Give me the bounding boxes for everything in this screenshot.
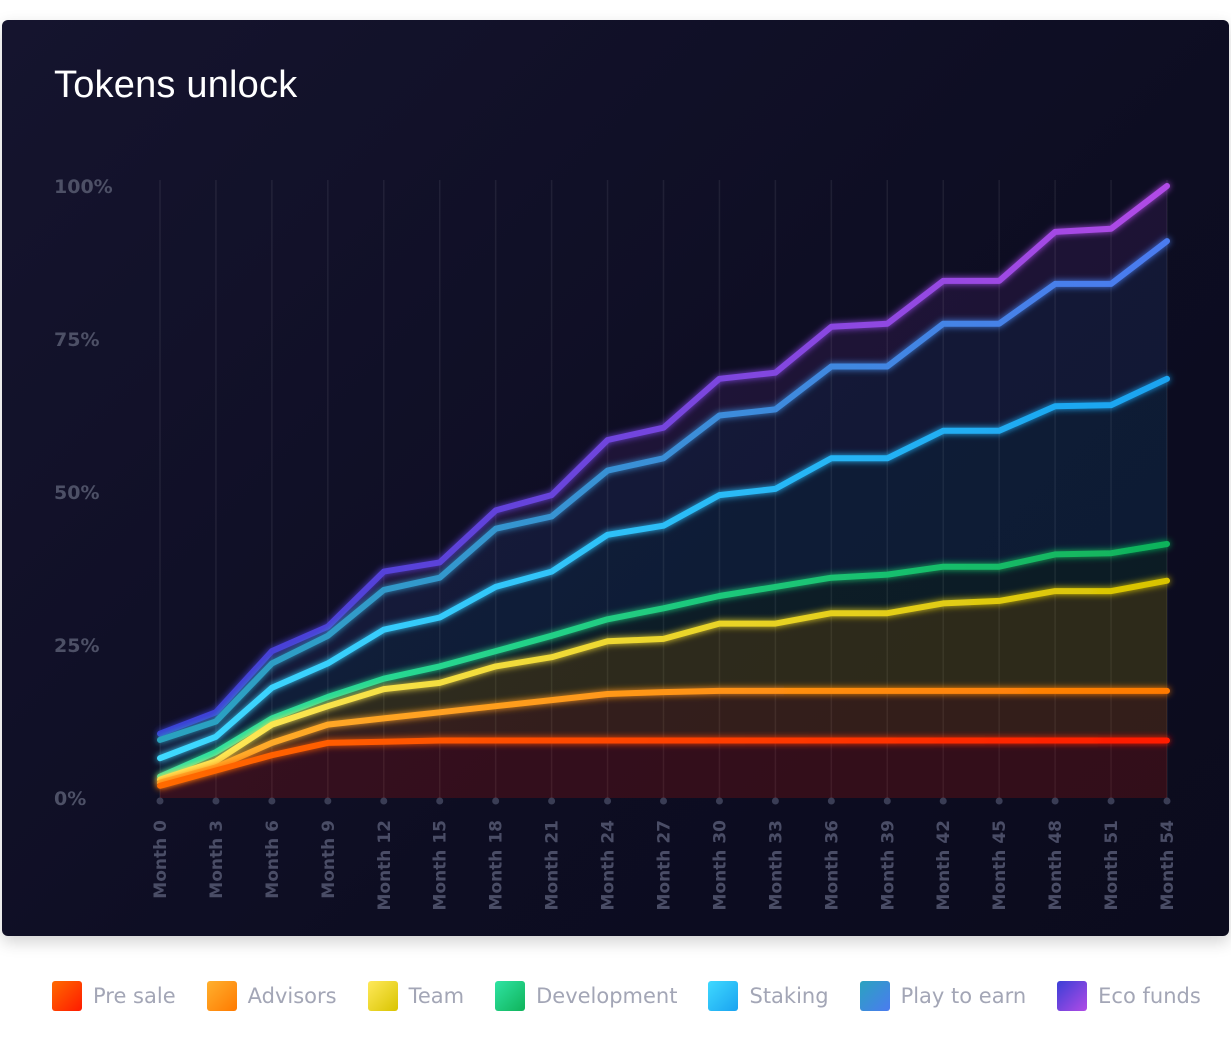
legend-swatch (206, 981, 237, 1011)
line-play-to-earn (157, 238, 1170, 743)
x-tick-label: Month 36 (822, 820, 842, 911)
x-tick-dot (548, 797, 556, 805)
legend-item-development: Development (495, 981, 677, 1011)
legend-swatch (859, 981, 890, 1011)
legend-label: Eco funds (1098, 984, 1201, 1008)
y-tick-label: 0% (54, 788, 86, 810)
legend-swatch (1057, 981, 1088, 1011)
legend-swatch (52, 981, 82, 1011)
area-staking (160, 378, 1167, 777)
line-eco-funds (157, 183, 1170, 737)
y-tick-label: 75% (54, 329, 99, 351)
legend-label: Advisors (247, 984, 337, 1008)
tokens-unlock-chart: 0%25%50%75%100% Month 0 Month 3 Month 6 Mon… (54, 176, 1178, 911)
chart-card: Tokens unlock 0% 25% 50% 75% 100% Month 0 Mon… (2, 20, 1229, 936)
x-tick-dot (827, 797, 835, 805)
x-tick-dot (1051, 797, 1059, 805)
y-tick-label: 50% (54, 482, 99, 504)
x-tick-label: Month 12 (375, 820, 395, 911)
legend-label: Team (408, 984, 465, 1008)
x-tick-dot (380, 797, 388, 805)
x-tick-label: Month 27 (655, 820, 675, 911)
x-tick-label: Month 15 (431, 820, 451, 911)
x-tick-dot (268, 797, 276, 805)
x-tick-dot (660, 797, 667, 805)
legend-item-play-to-earn: Play to earn (859, 981, 1027, 1011)
area-play-to-earn (160, 241, 1167, 759)
legend-item-advisors: Advisors (206, 981, 337, 1011)
x-tick-dot (156, 797, 164, 805)
area-pre-sale (160, 740, 1167, 798)
x-tick-label: Month 0 (151, 820, 171, 899)
x-tick-label: Month 24 (599, 820, 619, 911)
legend-item-pre-sale: Pre sale (52, 981, 176, 1011)
legend-swatch (367, 981, 398, 1011)
line-team (157, 577, 1170, 783)
y-tick-label: 25% (54, 635, 99, 657)
x-tick-label: Month 6 (263, 820, 283, 899)
y-axis-ticks: 0% 25% 50% 75% 100% (54, 176, 113, 810)
x-tick-label: Month 33 (766, 820, 786, 911)
legend-label: Staking (749, 984, 829, 1008)
legend-label: Play to earn (900, 984, 1027, 1008)
legend-item-eco-funds: Eco funds (1057, 981, 1201, 1011)
chart-title: Tokens unlock (54, 64, 298, 106)
x-tick-dot (492, 797, 500, 805)
x-tick-dot (771, 797, 779, 805)
x-tick-label: Month 54 (1158, 820, 1178, 911)
x-tick-label: Month 51 (1102, 820, 1122, 911)
x-tick-label: Month 18 (487, 820, 507, 911)
x-tick-dot (212, 797, 220, 805)
legend-label: Development (536, 984, 678, 1008)
legend-label: Pre sale (93, 984, 176, 1008)
series-lines (157, 183, 1170, 789)
x-tick-label: Month 45 (990, 820, 1010, 911)
x-tick-label: Month 39 (878, 820, 898, 911)
legend-item-team: Team (367, 981, 465, 1011)
area-eco-funds (160, 186, 1167, 740)
line-development (157, 541, 1170, 780)
x-tick-label: Month 42 (934, 820, 954, 911)
x-tick-dot (883, 797, 891, 805)
x-tick-dot (1107, 797, 1115, 805)
x-tick-label: Month 21 (543, 820, 563, 911)
x-tick-label: Month 48 (1046, 820, 1066, 911)
x-tick-dot (604, 797, 612, 805)
legend-swatch (495, 981, 526, 1011)
x-tick-label: Month 30 (710, 820, 730, 911)
line-advisors (157, 687, 1170, 786)
y-tick-label: 100% (54, 176, 113, 198)
x-tick-label: Month 3 (207, 820, 227, 899)
line-staking (157, 375, 1170, 762)
vertical-gridlines (156, 180, 1171, 805)
chart-legend: Pre sale Advisors Team Development Staking Pl… (52, 980, 1201, 1012)
area-development (160, 544, 1167, 780)
x-tick-dot (436, 797, 444, 805)
legend-item-staking: Staking (708, 981, 829, 1011)
area-team (160, 580, 1167, 783)
x-tick-dot (939, 797, 947, 805)
x-tick-dot (1163, 797, 1171, 805)
legend-swatch (708, 981, 739, 1011)
x-tick-dot (324, 797, 332, 805)
x-tick-dot (995, 797, 1003, 805)
x-tick-label: Month 9 (319, 820, 339, 899)
line-pre-sale (157, 737, 1170, 789)
x-tick-dot (715, 797, 723, 805)
x-axis-ticks: Month 0 Month 3 Month 6 Month 9 Month 12 Mont… (151, 820, 1178, 911)
